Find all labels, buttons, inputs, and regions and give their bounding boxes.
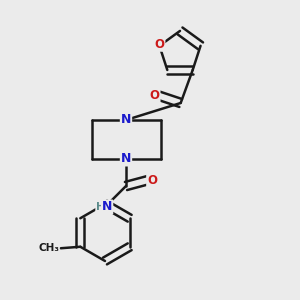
Text: CH₃: CH₃ — [38, 243, 59, 253]
Text: O: O — [147, 173, 157, 187]
Text: N: N — [121, 152, 131, 166]
Text: N: N — [102, 200, 112, 214]
Text: N: N — [121, 113, 131, 127]
Text: O: O — [150, 89, 160, 102]
Text: H: H — [96, 202, 105, 212]
Text: O: O — [154, 38, 164, 51]
